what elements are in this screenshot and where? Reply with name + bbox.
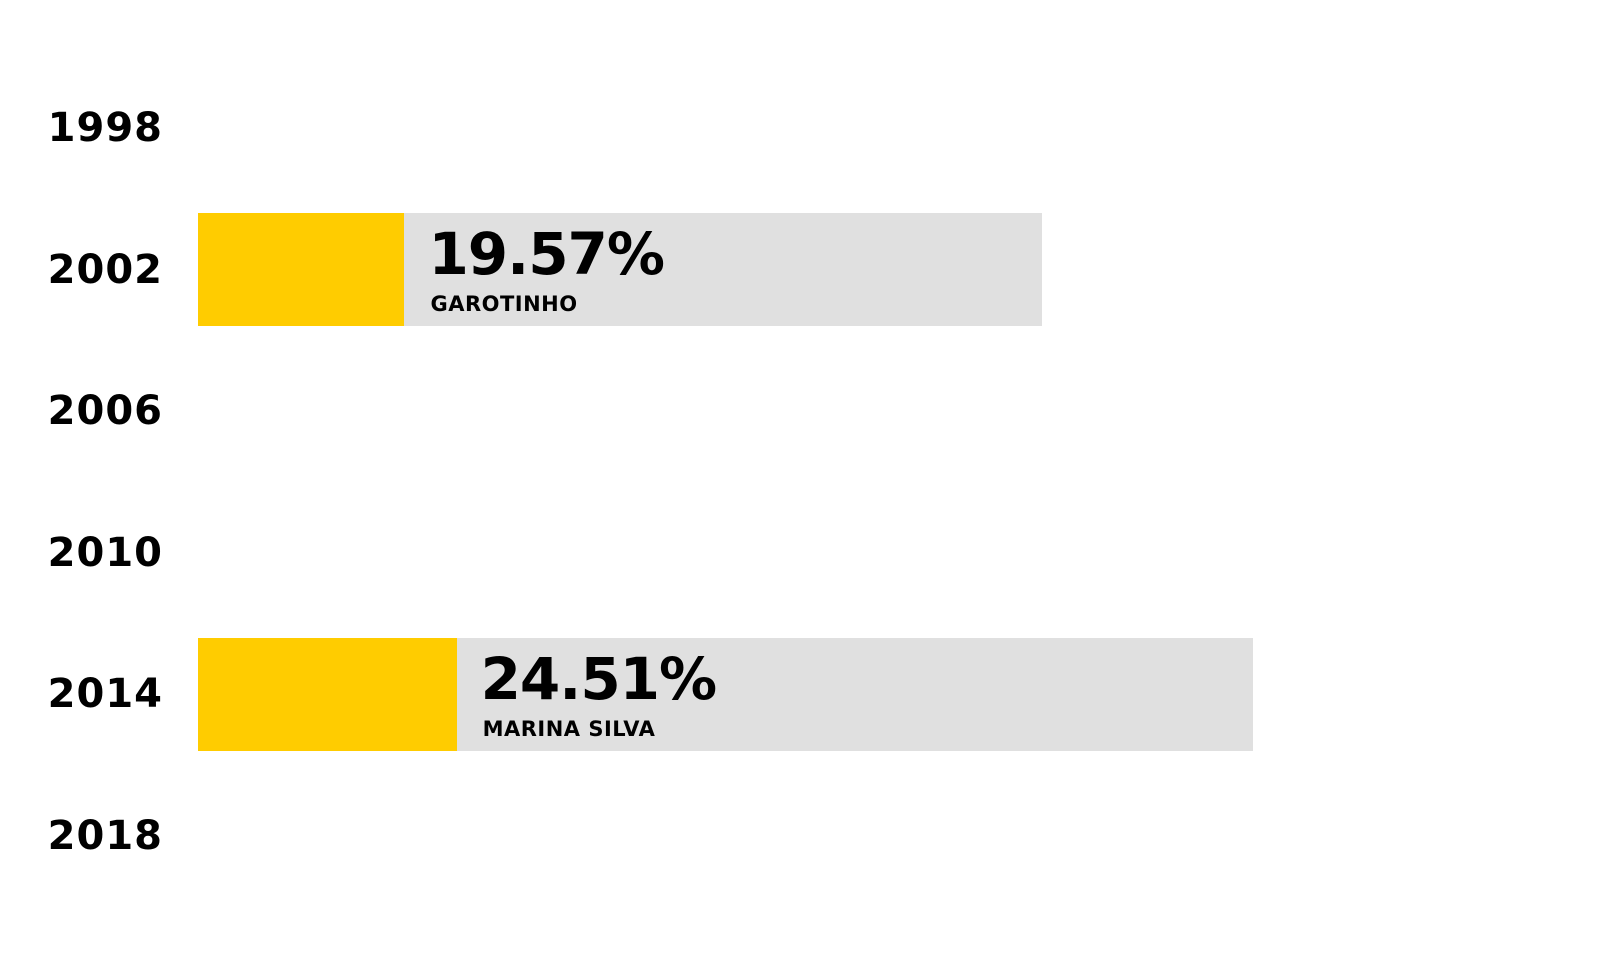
year-label-2014: 2014 xyxy=(47,671,163,718)
bar-track-2014: 24.51% MARINA SILVA xyxy=(198,637,1253,751)
bar-fill-2002 xyxy=(198,213,405,327)
year-label-2002: 2002 xyxy=(47,246,163,293)
bar-fill-2014 xyxy=(198,637,457,751)
year-label-2010: 2010 xyxy=(47,529,163,576)
candidate-label-2014: MARINA SILVA xyxy=(482,716,656,741)
candidate-label-2002: GAROTINHO xyxy=(430,292,578,317)
bar-track-2002: 19.57% GAROTINHO xyxy=(198,213,1042,327)
year-label-2006: 2006 xyxy=(47,388,163,435)
value-label-2014: 24.51% xyxy=(480,644,718,713)
year-label-2018: 2018 xyxy=(47,813,163,859)
value-label-2002: 19.57% xyxy=(428,220,665,289)
year-label-1998: 1998 xyxy=(47,105,163,151)
